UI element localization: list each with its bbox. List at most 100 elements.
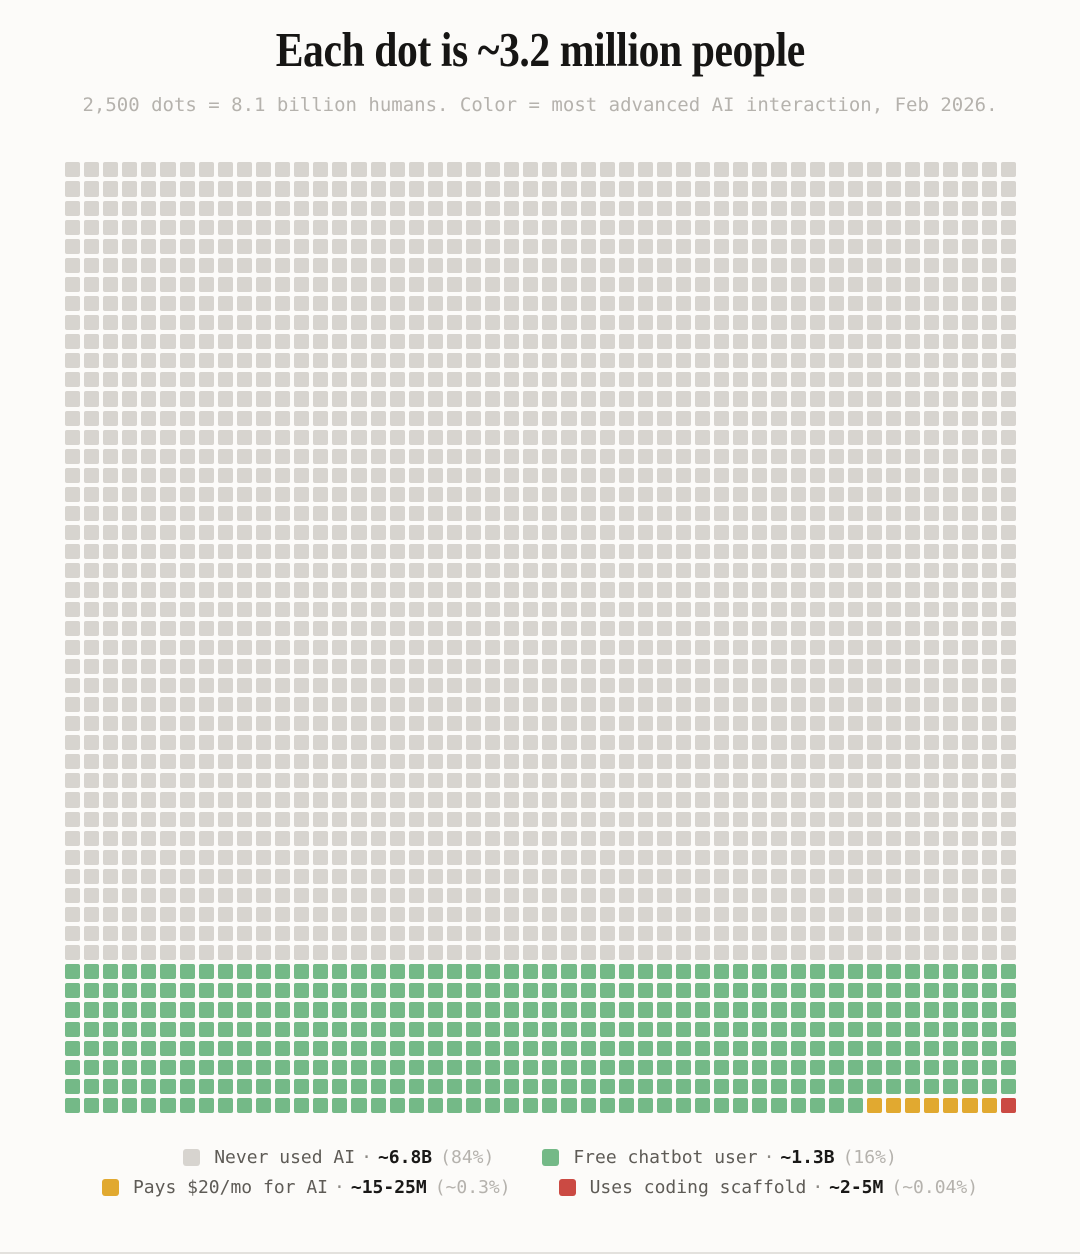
dot-never-used-ai [523, 315, 539, 331]
dot-never-used-ai [714, 926, 730, 942]
dot-never-used-ai [924, 754, 940, 770]
dot-never-used-ai [275, 315, 291, 331]
dot-never-used-ai [370, 467, 386, 483]
dot-never-used-ai [370, 582, 386, 598]
dot-free-chatbot-user [580, 1002, 596, 1018]
dot-never-used-ai [217, 334, 233, 350]
dot-never-used-ai [141, 830, 157, 846]
dot-free-chatbot-user [198, 1097, 214, 1114]
dot-never-used-ai [465, 372, 482, 388]
dot-never-used-ai [695, 276, 711, 292]
dot-never-used-ai [618, 181, 634, 197]
dot-never-used-ai [828, 830, 844, 846]
dot-never-used-ai [695, 716, 711, 732]
dot-never-used-ai [981, 372, 997, 388]
dot-never-used-ai [370, 563, 386, 579]
dot-free-chatbot-user [313, 1059, 329, 1075]
dot-free-chatbot-user [790, 1040, 806, 1056]
dot-never-used-ai [790, 162, 806, 178]
dot-never-used-ai [523, 887, 539, 903]
dot-never-used-ai [618, 334, 634, 350]
dot-never-used-ai [733, 448, 749, 464]
dot-never-used-ai [179, 200, 195, 216]
dot-free-chatbot-user [84, 1002, 100, 1018]
dot-never-used-ai [771, 811, 787, 827]
dot-never-used-ai [275, 582, 291, 598]
dot-never-used-ai [676, 219, 692, 235]
dot-never-used-ai [580, 696, 596, 713]
dot-never-used-ai [408, 544, 424, 560]
dot-never-used-ai [943, 391, 959, 407]
dot-free-chatbot-user [408, 1021, 424, 1037]
dot-never-used-ai [981, 162, 997, 178]
dot-never-used-ai [752, 238, 768, 254]
dot-never-used-ai [523, 391, 539, 407]
dot-never-used-ai [389, 181, 405, 197]
dot-free-chatbot-user [656, 1021, 672, 1037]
dot-never-used-ai [504, 200, 520, 216]
dot-never-used-ai [84, 525, 100, 541]
dot-never-used-ai [981, 276, 997, 292]
dot-free-chatbot-user [809, 983, 825, 999]
dot-never-used-ai [370, 353, 386, 369]
dot-never-used-ai [103, 754, 119, 770]
dot-never-used-ai [255, 372, 272, 388]
dot-never-used-ai [962, 907, 978, 923]
dot-never-used-ai [65, 830, 81, 846]
dot-free-chatbot-user [332, 1097, 348, 1114]
dot-never-used-ai [160, 601, 176, 617]
dot-never-used-ai [485, 410, 501, 426]
dot-never-used-ai [236, 353, 252, 369]
dot-never-used-ai [828, 448, 844, 464]
dot-never-used-ai [924, 353, 940, 369]
dot-never-used-ai [828, 907, 844, 923]
dot-never-used-ai [561, 276, 577, 292]
dot-never-used-ai [141, 353, 157, 369]
dot-never-used-ai [408, 334, 424, 350]
dot-never-used-ai [580, 506, 596, 522]
dot-never-used-ai [408, 372, 424, 388]
dot-never-used-ai [714, 219, 730, 235]
dot-never-used-ai [351, 735, 367, 751]
dot-never-used-ai [866, 276, 883, 292]
page-title-text: Each dot is ~3.2 million people [275, 22, 805, 77]
dot-never-used-ai [809, 200, 825, 216]
dot-never-used-ai [962, 219, 978, 235]
dot-never-used-ai [771, 887, 787, 903]
dot-never-used-ai [542, 792, 558, 808]
dot-never-used-ai [160, 410, 176, 426]
dot-never-used-ai [332, 639, 348, 655]
dot-never-used-ai [733, 315, 749, 331]
dot-never-used-ai [275, 639, 291, 655]
dot-free-chatbot-user [103, 1059, 119, 1075]
dot-never-used-ai [866, 544, 883, 560]
dot-never-used-ai [103, 353, 119, 369]
dot-never-used-ai [905, 238, 921, 254]
dot-free-chatbot-user [656, 1097, 672, 1114]
dot-free-chatbot-user [962, 1002, 978, 1018]
dot-never-used-ai [160, 334, 176, 350]
dot-never-used-ai [313, 181, 329, 197]
dot-never-used-ai [924, 639, 940, 655]
dot-never-used-ai [599, 945, 615, 961]
dot-never-used-ai [313, 696, 329, 713]
dot-free-chatbot-user [1000, 1002, 1016, 1018]
dot-never-used-ai [446, 486, 462, 503]
dot-never-used-ai [351, 315, 367, 331]
dot-never-used-ai [313, 773, 329, 789]
dot-free-chatbot-user [332, 983, 348, 999]
dot-never-used-ai [809, 887, 825, 903]
dot-never-used-ai [255, 467, 272, 483]
dot-free-chatbot-user [179, 1059, 195, 1075]
dot-never-used-ai [981, 696, 997, 713]
dot-free-chatbot-user [255, 1078, 272, 1094]
dot-never-used-ai [752, 735, 768, 751]
dot-free-chatbot-user [294, 1021, 310, 1037]
dot-never-used-ai [65, 582, 81, 598]
dot-never-used-ai [866, 162, 883, 178]
dot-free-chatbot-user [905, 1059, 921, 1075]
dot-never-used-ai [236, 200, 252, 216]
dot-free-chatbot-user [790, 1078, 806, 1094]
dot-never-used-ai [1000, 945, 1016, 961]
dot-free-chatbot-user [618, 1078, 634, 1094]
